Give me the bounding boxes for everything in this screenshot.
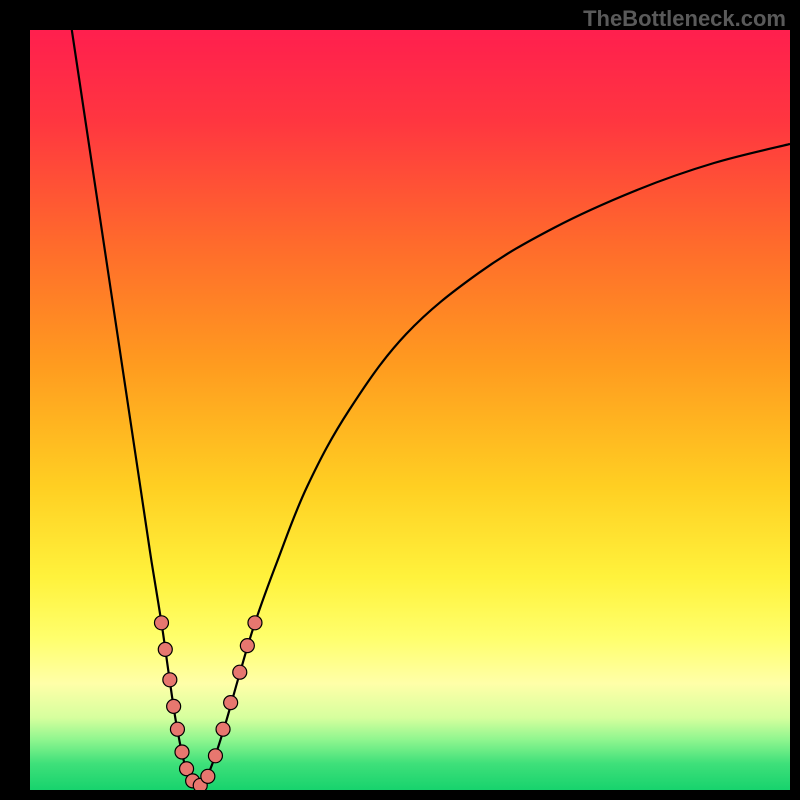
bottleneck-curve [72,30,790,788]
data-marker [240,639,254,653]
data-marker [248,616,262,630]
data-marker [175,745,189,759]
data-marker [224,696,238,710]
plot-area [30,30,790,790]
chart-container: TheBottleneck.com [0,0,800,800]
data-marker [154,616,168,630]
data-marker [216,722,230,736]
marker-group [154,616,261,790]
data-marker [208,749,222,763]
data-marker [170,722,184,736]
data-marker [167,699,181,713]
curve-layer [30,30,790,790]
watermark-text: TheBottleneck.com [583,6,786,32]
data-marker [163,673,177,687]
data-marker [158,642,172,656]
data-marker [233,665,247,679]
data-marker [201,769,215,783]
